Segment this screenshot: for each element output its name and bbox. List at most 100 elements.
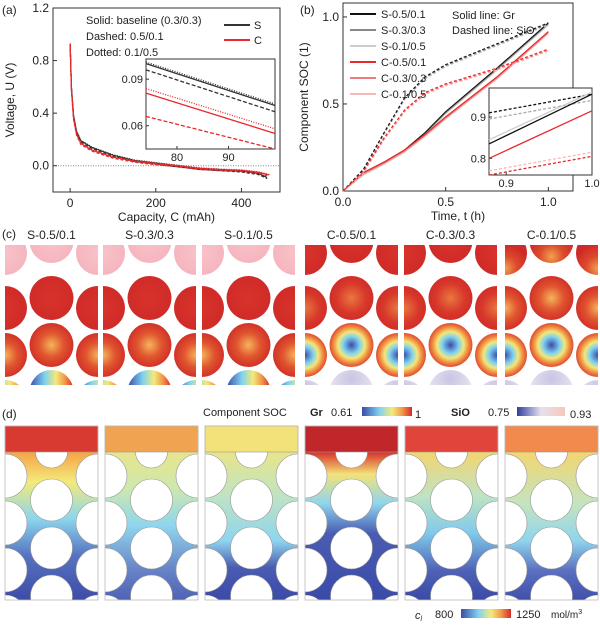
x-tick-label: 200 bbox=[146, 196, 166, 210]
particle bbox=[29, 245, 74, 263]
sio-colorbar-min: 0.75 bbox=[488, 407, 509, 419]
legend-label: S-0.1/0.5 bbox=[381, 41, 426, 53]
particle-hole bbox=[575, 500, 598, 546]
particle bbox=[483, 380, 497, 385]
panel-c-title: C-0.5/0.1 bbox=[327, 228, 377, 242]
separator-band bbox=[404, 425, 499, 453]
legend-label: C-0.3/0.3 bbox=[381, 73, 426, 85]
particle bbox=[329, 323, 374, 367]
inset-series-C-dashed bbox=[145, 115, 276, 150]
x-tick-label: 0 bbox=[67, 196, 74, 210]
electrolyte-map bbox=[104, 425, 199, 601]
particle bbox=[226, 245, 271, 263]
particle bbox=[127, 276, 172, 320]
particle bbox=[174, 286, 196, 330]
particle-hole bbox=[505, 547, 528, 593]
particle-holes bbox=[405, 452, 498, 600]
line-style-note: Dashed line: SiO bbox=[452, 25, 535, 37]
inset-series bbox=[488, 91, 593, 141]
legend-label: C-0.1/0.5 bbox=[381, 89, 426, 101]
series-line-C-Gr bbox=[342, 33, 549, 192]
particle bbox=[428, 323, 473, 367]
cl-unit-sup: 3 bbox=[578, 609, 582, 616]
inset-series-C-dotted bbox=[145, 87, 276, 130]
line-style-note: Dotted: 0.1/0.5 bbox=[86, 47, 158, 59]
gr-colorbar bbox=[362, 407, 412, 416]
chart-b: 0.0 0.5 1.0 0.0 0.5 1.0 Time, t (h) Component S… bbox=[297, 2, 600, 223]
panel-label-a: (a) bbox=[2, 3, 17, 17]
particle bbox=[376, 286, 398, 330]
particle bbox=[530, 370, 573, 385]
cl-colorbar-label: cl bbox=[415, 610, 423, 623]
particle-hole bbox=[205, 500, 228, 546]
particle bbox=[5, 286, 27, 330]
particle-hole bbox=[130, 574, 173, 600]
particle-hole bbox=[205, 453, 228, 499]
cl-unit: mol/m bbox=[551, 610, 578, 621]
particle-hole bbox=[230, 526, 273, 570]
particle bbox=[576, 286, 598, 330]
particle bbox=[505, 333, 527, 377]
series-line-C bbox=[69, 43, 270, 175]
electrolyte-map bbox=[304, 425, 399, 601]
particle bbox=[376, 333, 398, 377]
particle bbox=[305, 333, 327, 377]
cl-colorbar-max: 1250 bbox=[516, 609, 540, 621]
electrolyte-map bbox=[4, 425, 99, 601]
particle bbox=[505, 380, 519, 385]
inset-series bbox=[488, 99, 593, 120]
particle-hole bbox=[5, 500, 28, 546]
gr-colorbar-max: 1 bbox=[415, 409, 421, 421]
particle bbox=[330, 370, 373, 385]
particle bbox=[30, 370, 73, 385]
particle-hole bbox=[283, 594, 298, 600]
particle bbox=[384, 380, 398, 385]
inset-series bbox=[488, 151, 593, 172]
particle-hole bbox=[5, 453, 28, 499]
particle bbox=[475, 286, 497, 330]
x-tick-label: 1.0 bbox=[540, 195, 557, 209]
particle-map-C bbox=[404, 245, 497, 385]
particle-hole bbox=[75, 500, 98, 546]
particle-hole bbox=[135, 452, 168, 469]
particle bbox=[5, 380, 19, 385]
particle-hole bbox=[305, 547, 328, 593]
chart-a: 0 200 400 0.0 0.4 0.8 1.2 Capacity, C (mAh) Volt… bbox=[3, 1, 281, 224]
particle bbox=[505, 245, 527, 275]
particle bbox=[226, 276, 271, 320]
inset-series-C-solid bbox=[145, 92, 276, 135]
inset-y-tick-label: 0.06 bbox=[122, 121, 143, 133]
particle-hole bbox=[275, 453, 298, 499]
legend-label: S-0.3/0.3 bbox=[381, 25, 426, 37]
particle-hole bbox=[435, 452, 468, 469]
cl-colorbar-unit: mol/m3 bbox=[551, 609, 582, 621]
particle-hole bbox=[30, 526, 73, 570]
particle bbox=[84, 380, 98, 385]
particle-hole bbox=[35, 452, 68, 469]
panel-c-particle-soc-maps: S-0.5/0.1 S-0.3/0.3 S-0.1/0.5 C-0.5/0.1 C-0.… bbox=[5, 228, 598, 385]
electrolyte-map bbox=[404, 425, 499, 601]
inset-frame bbox=[145, 58, 276, 150]
plot-frame bbox=[52, 7, 281, 193]
inset-series-S-dotted bbox=[145, 61, 276, 105]
particle bbox=[29, 323, 74, 367]
cl-symbol: c bbox=[415, 610, 421, 622]
y-tick-label: 1.0 bbox=[322, 10, 339, 24]
inset-series-S-dashed bbox=[145, 69, 276, 113]
panel-c-title: S-0.1/0.5 bbox=[224, 228, 273, 242]
particle-hole bbox=[505, 500, 528, 546]
particle bbox=[305, 380, 319, 385]
particle bbox=[529, 323, 574, 367]
particle-hole bbox=[505, 594, 520, 600]
particle-hole bbox=[430, 574, 473, 600]
particle bbox=[584, 380, 598, 385]
particle-hole bbox=[375, 547, 398, 593]
x-axis-label: Capacity, C (mAh) bbox=[118, 210, 215, 224]
panel-c-title: C-0.3/0.3 bbox=[426, 228, 476, 242]
inset-y-tick-label: 0.8 bbox=[471, 153, 486, 165]
particle bbox=[329, 276, 374, 320]
series-line-C bbox=[69, 43, 270, 177]
map-frame bbox=[504, 425, 599, 601]
particle-hole bbox=[405, 500, 428, 546]
